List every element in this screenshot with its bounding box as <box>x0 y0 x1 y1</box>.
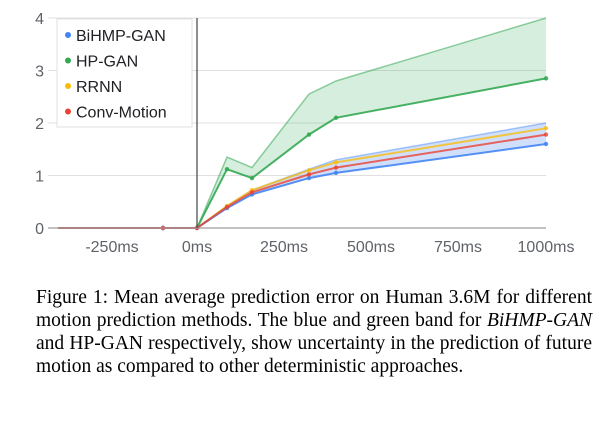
data-point <box>543 132 549 137</box>
legend-entry: BiHMP-GAN <box>76 28 166 45</box>
data-point <box>224 204 230 210</box>
legend-entry: HP-GAN <box>76 54 138 71</box>
data-point <box>333 115 339 120</box>
data-point <box>306 175 312 181</box>
legend-box <box>56 18 193 128</box>
y-tick-label: 3 <box>35 64 44 81</box>
uncertainty-band <box>58 123 546 228</box>
figure-caption: Figure 1: Mean average prediction error … <box>36 286 592 378</box>
prediction-error-chart: 0 1 2 3 4 -250ms 0ms 250ms 500ms 750ms 1000ms BiHM… <box>35 11 574 256</box>
legend-marker <box>65 108 71 115</box>
x-tick-label: 0ms <box>182 239 212 256</box>
legend-entry: RRNN <box>76 79 122 96</box>
data-point <box>306 172 312 177</box>
caption-text-before: Mean average prediction error on Human 3… <box>36 287 592 331</box>
y-tick-label: 0 <box>35 221 44 238</box>
uncertainty-band <box>58 18 546 228</box>
tick-labels: 0 1 2 3 4 -250ms 0ms 250ms 500ms 750ms 1000ms <box>35 11 574 256</box>
data-point <box>543 126 549 131</box>
data-point <box>333 160 339 165</box>
series-line <box>58 143 547 229</box>
data-point <box>543 76 549 81</box>
legend-marker <box>65 83 71 89</box>
y-tick-label: 2 <box>35 116 44 133</box>
data-point <box>333 165 339 170</box>
data-point <box>249 175 255 181</box>
x-tick-label: 500ms <box>347 239 395 256</box>
y-tick-label: 1 <box>35 169 44 186</box>
x-tick-label: 1000ms <box>518 239 575 256</box>
y-tick-label: 4 <box>35 11 44 28</box>
data-point <box>249 190 255 195</box>
x-tick-label: -250ms <box>85 239 138 256</box>
data-point <box>224 167 230 172</box>
legend-marker <box>65 32 71 38</box>
caption-figure-label: Figure 1: <box>36 287 109 308</box>
legend-marker <box>65 57 71 64</box>
axes <box>48 18 546 229</box>
caption-italic-method: BiHMP-GAN <box>486 310 592 331</box>
legend: BiHMP-GAN HP-GAN RRNN Conv-Motion <box>56 18 193 128</box>
data-point <box>543 141 549 147</box>
data-point <box>333 170 339 176</box>
caption-text-after: and HP-GAN respectively, show uncertaint… <box>36 333 592 377</box>
x-tick-label: 750ms <box>434 239 482 256</box>
data-point <box>306 132 312 137</box>
data-point <box>306 168 312 173</box>
legend-entry: Conv-Motion <box>76 105 167 122</box>
x-tick-label: 250ms <box>260 239 308 256</box>
